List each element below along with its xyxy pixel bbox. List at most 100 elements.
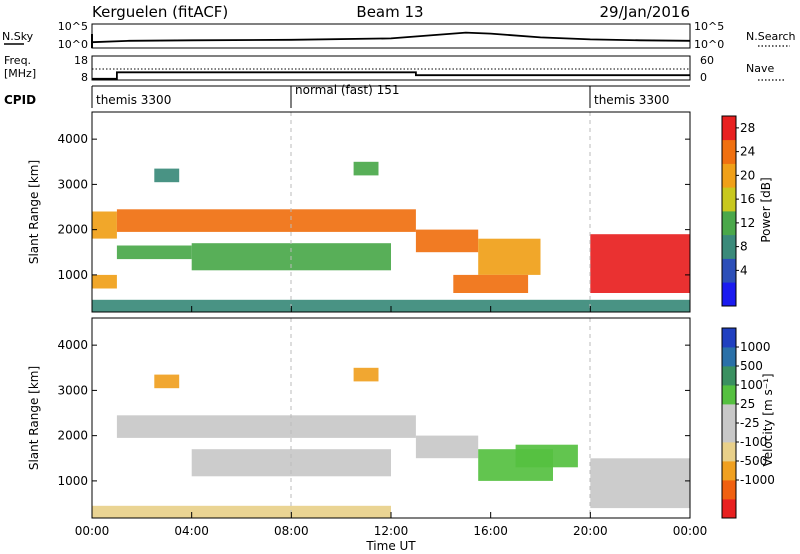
velocity-ylabel: Slant Range [km] (27, 366, 41, 470)
freq-step-line (92, 71, 690, 80)
velocity-colorbar-segment-3 (722, 461, 736, 481)
velocity-colorbar-label-2: -500 (740, 454, 767, 468)
ytick-label-2000: 2000 (57, 223, 88, 237)
velocity-colorbar-segment-5 (722, 423, 736, 443)
scatter-region-9 (92, 505, 391, 518)
scatter-region-6 (590, 458, 690, 509)
noise-left-tick-bottom: 10^0 (58, 38, 88, 51)
beam-title: Beam 13 (356, 3, 423, 21)
power-colorbar-segment-3 (722, 234, 736, 259)
velocity-colorbar: -1000 -500 -100 -25 25 100 500 1000 (721, 327, 775, 519)
velocity-heatmap (92, 367, 690, 518)
scatter-region-10 (92, 299, 690, 312)
nave-label: Nave (746, 62, 774, 75)
xtick-label-5: 16:00 (473, 524, 508, 538)
freq-label-line1: Freq. (4, 54, 31, 67)
power-colorbar-label-5: 20 (740, 168, 755, 182)
scatter-region-3 (116, 209, 416, 232)
velocity-colorbar-segment-7 (722, 385, 736, 405)
power-colorbar-segment-6 (722, 163, 736, 188)
scatter-region-8 (353, 367, 379, 382)
power-heatmap (92, 161, 690, 312)
cpid-panel: CPID themis 3300 normal (fast) 151 themi… (4, 83, 690, 108)
freq-panel: Freq. [MHz] 18 8 60 0 Nave (4, 54, 786, 84)
scatter-region-5 (515, 444, 578, 468)
ytick-label-3000: 3000 (57, 177, 88, 191)
ytick-label-1000: 1000 (57, 474, 88, 488)
noise-search-label: N.Search (746, 30, 796, 43)
power-colorbar-segment-1 (722, 282, 736, 307)
xtick-label-6: 20:00 (573, 524, 608, 538)
velocity-colorbar-label-8: 1000 (740, 340, 771, 354)
power-colorbar-label: Power [dB] (759, 177, 773, 242)
velocity-colorbar-label-1: -1000 (740, 473, 775, 487)
power-colorbar-segment-4 (722, 211, 736, 236)
scatter-region-9 (590, 234, 690, 293)
freq-right-tick-bottom: 0 (700, 71, 707, 84)
power-ylabel: Slant Range [km] (27, 160, 41, 264)
time-axis-label: Time UT (365, 539, 416, 553)
power-colorbar-segment-5 (722, 187, 736, 212)
power-colorbar-frame (721, 115, 737, 307)
scatter-region-6 (415, 229, 479, 253)
xtick-label-3: 08:00 (274, 524, 309, 538)
power-colorbar-label-3: 12 (740, 216, 755, 230)
power-colorbar-label-1: 4 (740, 263, 748, 277)
power-colorbar-label-6: 24 (740, 145, 755, 159)
velocity-colorbar-segment-4 (722, 442, 736, 462)
ytick-label-3000: 3000 (57, 383, 88, 397)
cpid-segment-3: themis 3300 (594, 93, 669, 107)
xtick-label-2: 04:00 (174, 524, 209, 538)
velocity-colorbar-segment-9 (722, 347, 736, 367)
velocity-colorbar-label-6: 100 (740, 378, 763, 392)
freq-left-tick-top: 18 (74, 54, 88, 67)
scatter-region-8 (453, 274, 529, 293)
power-colorbar-label-2: 8 (740, 240, 748, 254)
velocity-colorbar-label: Velocity [m s⁻¹] (761, 373, 775, 466)
noise-left-tick-top: 10^5 (58, 20, 88, 33)
noise-sky-label: N.Sky (2, 30, 34, 43)
scatter-region-1 (92, 211, 117, 239)
velocity-colorbar-label-3: -100 (740, 435, 767, 449)
xtick-label-4: 12:00 (374, 524, 409, 538)
velocity-yticks: 1000 2000 3000 4000 (57, 338, 690, 488)
scatter-region-12 (353, 161, 379, 176)
scatter-region-2 (92, 274, 117, 289)
freq-right-tick-top: 60 (700, 54, 714, 67)
power-colorbar: 4 8 12 16 20 24 28 (721, 115, 755, 307)
scatter-region-7 (478, 238, 541, 275)
date-title: 29/Jan/2016 (600, 3, 691, 21)
station-title: Kerguelen (fitACF) (92, 3, 228, 21)
ytick-label-4000: 4000 (57, 132, 88, 146)
scatter-region-1 (116, 415, 416, 438)
ytick-label-2000: 2000 (57, 429, 88, 443)
noise-panel: N.Sky 10^5 10^0 10^5 10^0 N.Search (2, 20, 796, 51)
velocity-colorbar-segment-8 (722, 366, 736, 386)
scatter-region-11 (154, 168, 180, 183)
velocity-colorbar-segment-10 (722, 328, 736, 348)
freq-left-tick-bottom: 8 (81, 71, 88, 84)
time-axis: 00:00 04:00 08:00 12:00 16:00 20:00 00:00 (75, 306, 707, 538)
freq-panel-frame (91, 55, 691, 81)
velocity-colorbar-label-4: -25 (740, 416, 760, 430)
power-colorbar-label-7: 28 (740, 121, 755, 135)
cpid-segment-2: normal (fast) 151 (295, 83, 399, 97)
velocity-colorbar-segment-1 (722, 499, 736, 519)
ytick-label-1000: 1000 (57, 268, 88, 282)
power-yticks: 1000 2000 3000 4000 (57, 132, 690, 282)
cpid-label: CPID (4, 93, 36, 107)
power-colorbar-segment-8 (722, 116, 736, 141)
xtick-label-1: 00:00 (75, 524, 110, 538)
velocity-colorbar-label-5: 25 (740, 397, 755, 411)
noise-right-tick-top: 10^5 (694, 20, 724, 33)
velocity-colorbar-segment-2 (722, 480, 736, 500)
power-panel: 1000 2000 3000 4000 Slant Range [km] 4 8 12 16… (27, 111, 773, 313)
scatter-region-4 (116, 245, 192, 260)
scatter-region-7 (154, 374, 180, 389)
power-colorbar-label-4: 16 (740, 192, 755, 206)
power-colorbar-segment-2 (722, 258, 736, 283)
freq-label-line2: [MHz] (4, 67, 36, 80)
